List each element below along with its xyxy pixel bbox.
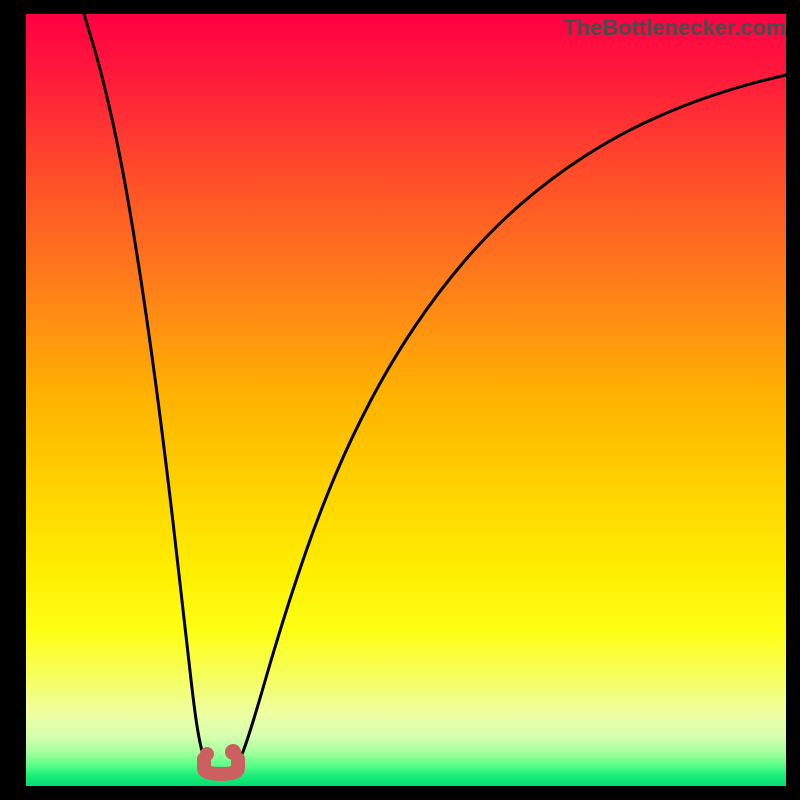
chart-svg <box>26 14 786 786</box>
dip-dot-left <box>200 747 214 761</box>
watermark-label: TheBottlenecker.com <box>563 15 786 41</box>
bottleneck-chart <box>26 14 786 786</box>
dip-dot-right <box>225 744 241 760</box>
gradient-background <box>26 14 786 786</box>
